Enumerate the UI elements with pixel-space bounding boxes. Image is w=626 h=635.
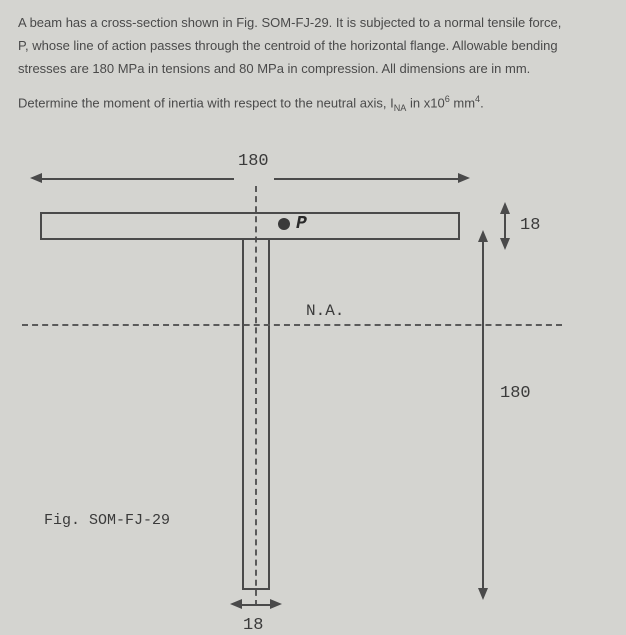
arrow-left-icon bbox=[30, 173, 42, 183]
dim-flange-width-gap bbox=[234, 176, 274, 182]
web-rect bbox=[242, 238, 270, 590]
question-text: Determine the moment of inertia with res… bbox=[0, 93, 626, 121]
question-prefix: Determine the moment of inertia with res… bbox=[18, 95, 394, 110]
problem-line-1: A beam has a cross-section shown in Fig.… bbox=[18, 14, 608, 33]
dim-flange-width-label: 180 bbox=[238, 152, 269, 171]
load-label: P bbox=[296, 214, 307, 234]
dim-web-thk-label: 18 bbox=[243, 616, 263, 635]
arrow-up-icon bbox=[478, 230, 488, 242]
figure-caption: Fig. SOM-FJ-29 bbox=[44, 512, 170, 529]
figure-som-fj-29: 180 P 18 N.A. 180 Fig. SOM-FJ-29 18 bbox=[0, 140, 626, 620]
dim-flange-thk-line bbox=[504, 212, 506, 240]
arrow-down-icon bbox=[500, 238, 510, 250]
dim-flange-thk-label: 18 bbox=[520, 216, 540, 235]
question-mid: in x10 bbox=[406, 95, 444, 110]
dim-web-height-line bbox=[482, 240, 484, 590]
dim-web-height-label: 180 bbox=[500, 384, 531, 403]
question-suffix: mm bbox=[450, 95, 475, 110]
question-subscript: NA bbox=[394, 102, 407, 112]
neutral-axis-label: N.A. bbox=[306, 302, 344, 320]
arrow-down-icon bbox=[478, 588, 488, 600]
arrow-right-icon bbox=[458, 173, 470, 183]
flange-rect bbox=[40, 212, 460, 240]
arrow-right-icon bbox=[270, 599, 282, 609]
problem-statement: A beam has a cross-section shown in Fig.… bbox=[0, 0, 626, 93]
question-end: . bbox=[480, 95, 484, 110]
neutral-axis-line bbox=[22, 324, 562, 326]
problem-line-2: P, whose line of action passes through t… bbox=[18, 37, 608, 56]
problem-line-3: stresses are 180 MPa in tensions and 80 … bbox=[18, 60, 608, 79]
arrow-up-icon bbox=[500, 202, 510, 214]
dim-web-thk-line bbox=[240, 604, 272, 606]
arrow-left-icon bbox=[230, 599, 242, 609]
load-point-dot-icon bbox=[278, 218, 290, 230]
